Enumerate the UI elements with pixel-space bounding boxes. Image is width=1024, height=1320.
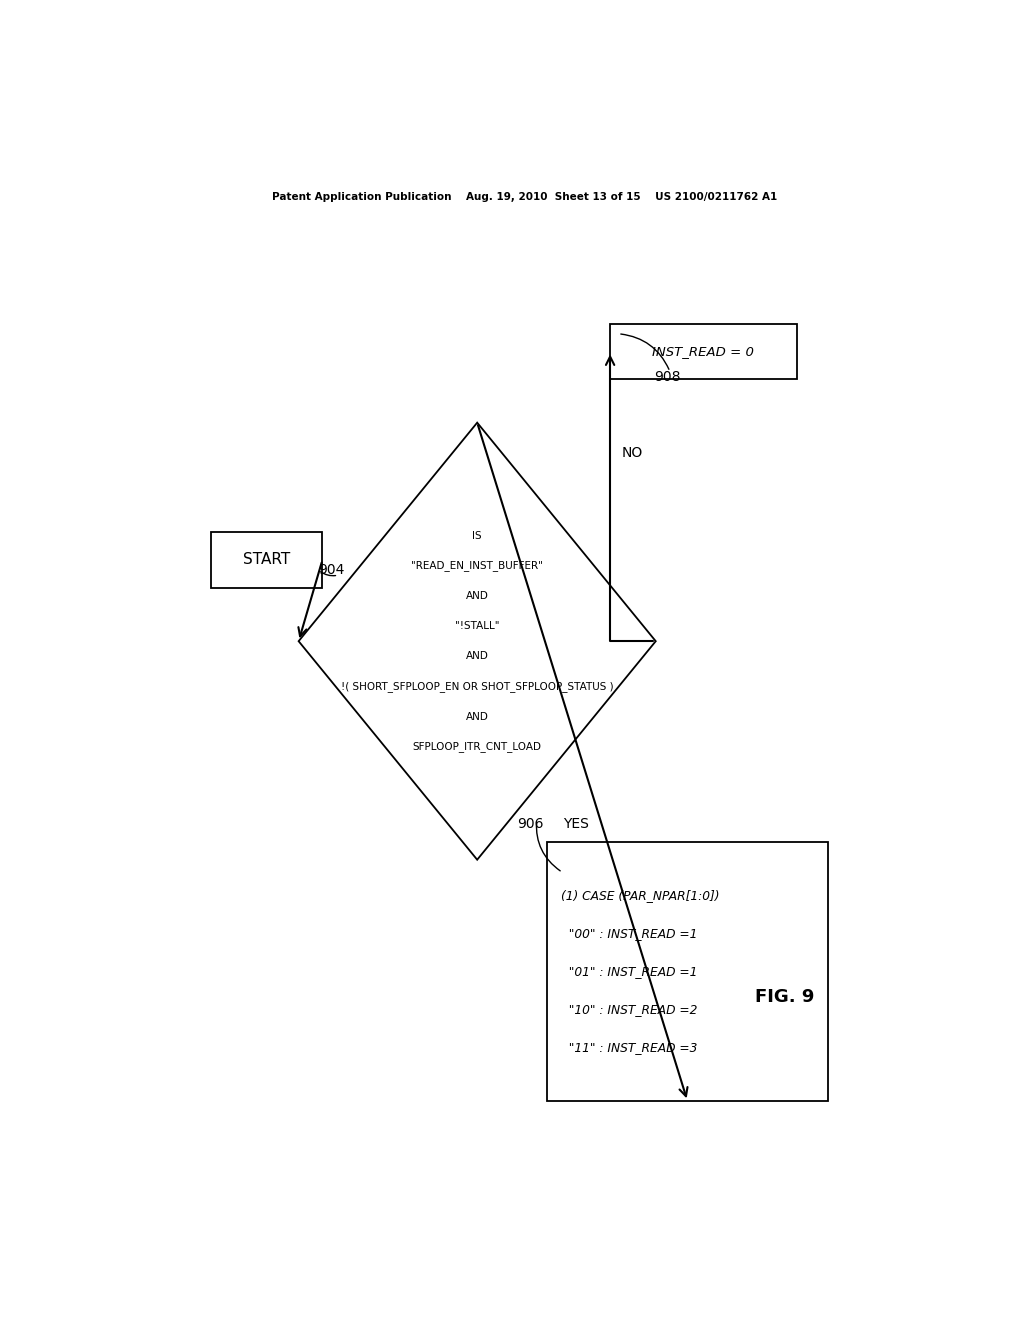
Text: AND: AND [466,591,488,601]
Text: "01" : INST_READ =1: "01" : INST_READ =1 [561,965,697,978]
Text: "READ_EN_INST_BUFFER": "READ_EN_INST_BUFFER" [412,560,543,572]
Text: "10" : INST_READ =2: "10" : INST_READ =2 [561,1003,697,1016]
Text: "00" : INST_READ =1: "00" : INST_READ =1 [561,927,697,940]
Text: AND: AND [466,651,488,661]
Text: Patent Application Publication    Aug. 19, 2010  Sheet 13 of 15    US 2100/02117: Patent Application Publication Aug. 19, … [272,191,777,202]
Text: AND: AND [466,711,488,722]
Text: 906: 906 [517,817,544,832]
Text: 904: 904 [318,564,345,577]
Bar [547,842,828,1101]
Bar [610,323,797,379]
Text: SFPLOOP_ITR_CNT_LOAD: SFPLOOP_ITR_CNT_LOAD [413,742,542,752]
Bar [211,532,323,587]
Text: INST_READ = 0: INST_READ = 0 [652,345,755,358]
Text: START: START [244,552,291,568]
Text: 908: 908 [654,370,681,384]
Text: FIG. 9: FIG. 9 [755,987,814,1006]
Text: "!STALL": "!STALL" [455,622,500,631]
Text: YES: YES [563,817,589,832]
Text: (1) CASE (PAR_NPAR[1:0]): (1) CASE (PAR_NPAR[1:0]) [561,888,720,902]
Text: !( SHORT_SFPLOOP_EN OR SHOT_SFPLOOP_STATUS ): !( SHORT_SFPLOOP_EN OR SHOT_SFPLOOP_STAT… [341,681,613,692]
Text: "11" : INST_READ =3: "11" : INST_READ =3 [561,1041,697,1055]
Polygon shape [299,422,655,859]
Text: NO: NO [622,446,643,461]
Text: IS: IS [472,531,482,540]
